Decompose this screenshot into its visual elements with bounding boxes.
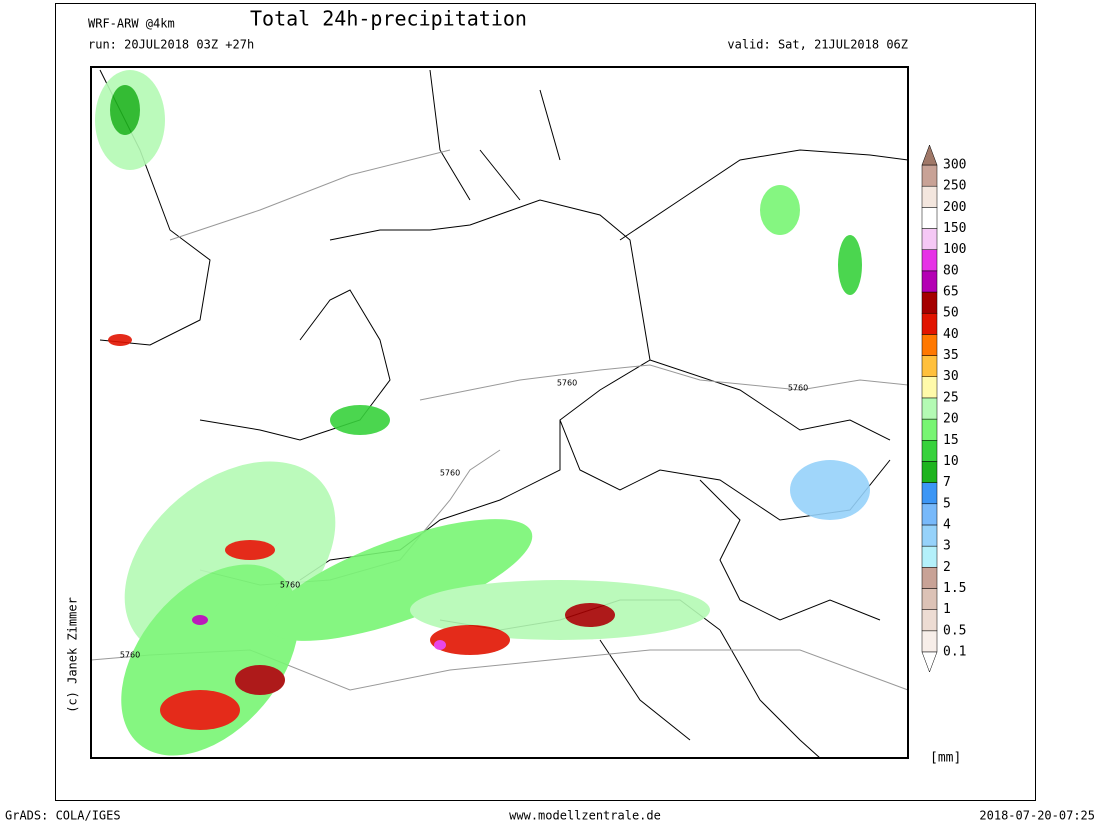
copyright: (c) Janek Zimmer: [66, 597, 80, 713]
legend-swatch: [921, 164, 938, 187]
legend-label: 30: [943, 369, 959, 384]
legend-swatch: [921, 355, 938, 377]
precipitation-field: [95, 70, 870, 756]
legend-label: 2: [943, 560, 951, 575]
legend-label: 40: [943, 327, 959, 342]
legend-label: 7: [943, 475, 951, 490]
legend-label: 15: [943, 433, 959, 448]
legend-unit: [mm]: [930, 751, 961, 766]
legend-swatch: [921, 418, 938, 441]
legend-label: 4: [943, 517, 951, 532]
contour-label: 5760: [120, 651, 140, 660]
run-label: run: 20JUL2018 03Z +27h: [88, 38, 254, 52]
footer-center: www.modellzentrale.de: [509, 809, 661, 823]
legend-label: 1: [943, 602, 951, 617]
legend-label: 0.1: [943, 645, 966, 660]
model-label: WRF-ARW @4km: [88, 17, 175, 31]
legend-label: 300: [943, 158, 966, 173]
contour-label: 5760: [440, 469, 460, 478]
legend-label: 250: [943, 179, 966, 194]
footer-left: GrADS: COLA/IGES: [5, 809, 121, 823]
legend-swatch: [921, 567, 938, 589]
legend-label: 50: [943, 306, 959, 321]
legend-swatch: [921, 503, 938, 526]
legend-swatch: [921, 228, 938, 250]
legend-label: 100: [943, 242, 966, 257]
legend-swatch: [921, 376, 938, 399]
contour-label: 5760: [788, 384, 808, 393]
legend-bottom-arrow: [921, 651, 938, 673]
legend-label: 200: [943, 200, 966, 215]
contour-label: 5760: [557, 379, 577, 388]
legend-swatch: [921, 609, 938, 632]
legend-label: 25: [943, 390, 959, 405]
legend-swatch: [921, 482, 938, 505]
map-frame: [90, 66, 909, 759]
legend-label: 80: [943, 263, 959, 278]
legend-swatch: [921, 440, 938, 462]
legend-swatch: [921, 524, 938, 547]
legend-label: 10: [943, 454, 959, 469]
legend-label: 0.5: [943, 623, 966, 638]
legend-label: 65: [943, 285, 959, 300]
legend-label: 150: [943, 221, 966, 236]
footer-right: 2018-07-20-07:25: [979, 809, 1095, 823]
legend-swatch: [921, 630, 938, 653]
legend-swatch: [921, 185, 938, 208]
legend-label: 3: [943, 539, 951, 554]
legend-swatch: [921, 461, 938, 483]
legend-swatch: [921, 291, 938, 314]
legend-label: 35: [943, 348, 959, 363]
legend-top-arrow: [921, 144, 938, 166]
legend-swatch: [921, 334, 938, 356]
legend: 0.1 0.5 1 1.5 2 3 4 5 7 10 15 20 25 30 35 40 50 65 80 100 15…: [921, 144, 966, 673]
contour-label: 5760: [280, 581, 300, 590]
legend-label: 5: [943, 496, 951, 511]
title: Total 24h-precipitation: [250, 7, 527, 31]
legend-swatch: [921, 270, 938, 293]
legend-label: 20: [943, 412, 959, 427]
legend-swatch: [921, 588, 938, 610]
legend-swatch: [921, 207, 938, 229]
legend-swatch: [921, 397, 938, 420]
legend-swatch: [921, 249, 938, 272]
map: [90, 66, 909, 759]
valid-label: valid: Sat, 21JUL2018 06Z: [727, 38, 908, 52]
legend-label: 1.5: [943, 581, 966, 596]
legend-swatch: [921, 545, 938, 568]
legend-swatch: [921, 312, 938, 335]
